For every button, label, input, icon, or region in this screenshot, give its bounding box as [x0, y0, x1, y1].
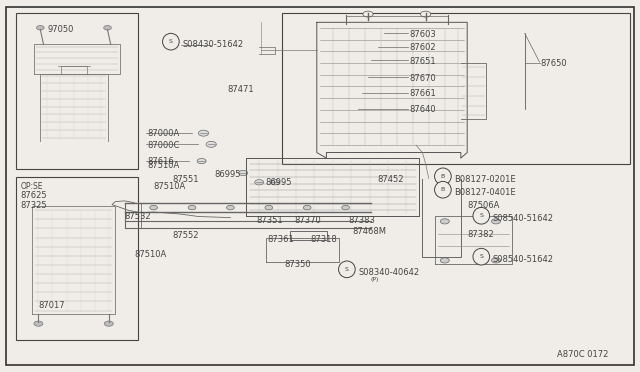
Text: S: S [479, 254, 483, 259]
Text: B08127-0201E: B08127-0201E [454, 175, 516, 184]
Text: 87471: 87471 [227, 85, 254, 94]
Circle shape [492, 258, 500, 263]
Text: 87532: 87532 [125, 212, 152, 221]
Text: B: B [441, 187, 445, 192]
Text: 87552: 87552 [173, 231, 199, 240]
Text: 87510A: 87510A [154, 182, 186, 190]
Text: S: S [345, 267, 349, 272]
Text: 87603: 87603 [410, 30, 436, 39]
Circle shape [206, 141, 216, 147]
Text: 87350: 87350 [285, 260, 312, 269]
Text: 87625: 87625 [20, 191, 47, 200]
Text: 87651: 87651 [410, 57, 436, 65]
Text: 87000A: 87000A [147, 129, 179, 138]
Text: 86995: 86995 [214, 170, 241, 179]
Text: OP:SE: OP:SE [20, 182, 43, 190]
Circle shape [188, 205, 196, 210]
Bar [16, 177, 138, 340]
Ellipse shape [339, 261, 355, 278]
Text: 87468M: 87468M [352, 227, 386, 236]
Text: 87640: 87640 [410, 105, 436, 114]
Text: B: B [441, 174, 445, 179]
Circle shape [342, 205, 349, 210]
Text: 87318: 87318 [310, 235, 337, 244]
Text: 87351: 87351 [256, 216, 283, 225]
Text: S: S [169, 39, 173, 44]
Circle shape [492, 219, 500, 224]
Circle shape [363, 11, 373, 17]
Text: 87506A: 87506A [467, 201, 500, 210]
Circle shape [198, 130, 209, 136]
Circle shape [197, 158, 206, 164]
Text: 87670: 87670 [410, 74, 436, 83]
Text: 87650: 87650 [541, 59, 568, 68]
Text: S08430-51642: S08430-51642 [182, 40, 244, 49]
Bar [16, 13, 138, 169]
Text: 87602: 87602 [410, 43, 436, 52]
Text: 87661: 87661 [410, 89, 436, 98]
Bar [282, 13, 630, 164]
Text: 87325: 87325 [20, 201, 47, 210]
Text: S08340-40642: S08340-40642 [358, 268, 420, 277]
Circle shape [104, 321, 113, 326]
Text: 87551: 87551 [173, 175, 199, 184]
Ellipse shape [473, 248, 490, 265]
Circle shape [239, 170, 248, 176]
Ellipse shape [163, 33, 179, 50]
Ellipse shape [473, 208, 490, 224]
Circle shape [104, 26, 111, 30]
Text: 87370: 87370 [294, 216, 321, 225]
Text: 87452: 87452 [378, 175, 404, 184]
Text: 87510A: 87510A [134, 250, 166, 259]
Circle shape [440, 219, 449, 224]
Circle shape [227, 205, 234, 210]
Text: 87383: 87383 [349, 216, 376, 225]
Circle shape [34, 321, 43, 326]
Text: 87616: 87616 [147, 157, 174, 166]
Text: S08540-51642: S08540-51642 [493, 255, 554, 264]
Bar [290, 231, 327, 240]
Text: S: S [479, 213, 483, 218]
Text: 87361: 87361 [268, 235, 294, 244]
Circle shape [150, 205, 157, 210]
Text: 87017: 87017 [38, 301, 65, 310]
Text: A870C 0172: A870C 0172 [557, 350, 608, 359]
Text: 87382: 87382 [467, 230, 494, 239]
Circle shape [420, 11, 431, 17]
Circle shape [440, 258, 449, 263]
Ellipse shape [435, 182, 451, 198]
Circle shape [255, 180, 264, 185]
Circle shape [36, 26, 44, 30]
Circle shape [271, 180, 280, 185]
Circle shape [303, 205, 311, 210]
Circle shape [265, 205, 273, 210]
Text: 97050: 97050 [48, 25, 74, 34]
Text: 86995: 86995 [266, 178, 292, 187]
Text: B08127-0401E: B08127-0401E [454, 188, 516, 197]
Text: (P): (P) [370, 277, 379, 282]
Text: 87000C: 87000C [147, 141, 180, 150]
Text: S08540-51642: S08540-51642 [493, 214, 554, 223]
Text: 87510A: 87510A [147, 161, 179, 170]
Ellipse shape [435, 168, 451, 185]
